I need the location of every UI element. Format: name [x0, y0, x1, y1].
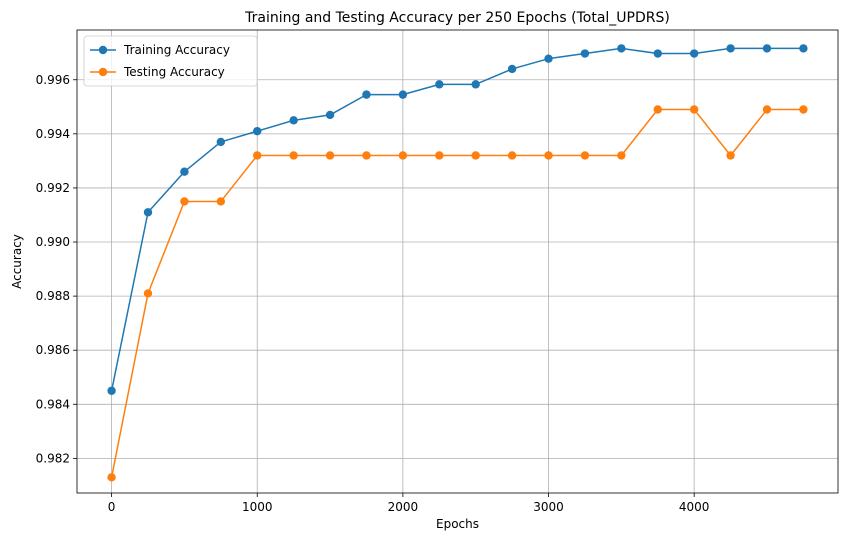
data-point [325, 151, 335, 160]
y-tick-label: 0.990 [36, 235, 70, 249]
series-1 [107, 105, 808, 482]
data-point [726, 151, 735, 160]
legend: Training Accuracy Testing Accuracy [83, 35, 258, 87]
data-point [289, 151, 298, 160]
grid [77, 30, 838, 493]
data-point [435, 80, 444, 89]
data-point [398, 90, 408, 99]
data-point [653, 49, 662, 58]
data-point [107, 473, 116, 482]
legend-label: Testing Accuracy [123, 65, 225, 79]
data-point [362, 90, 371, 99]
y-axis-label: Accuracy [10, 234, 24, 289]
y-tick-label: 0.996 [36, 73, 70, 87]
x-tick-label: 2000 [388, 500, 419, 514]
data-point [689, 105, 699, 114]
series-line [110, 108, 804, 478]
data-point [544, 151, 553, 160]
ticks: 0 1000 2000 3000 4000 0.982 0.984 0.986 0.988 0.9… [36, 73, 710, 514]
x-tick-label: 0 [108, 500, 116, 514]
y-tick-label: 0.994 [36, 127, 70, 141]
data-point [435, 151, 444, 160]
x-tick-label: 1000 [242, 500, 273, 514]
data-point [762, 44, 772, 53]
data-point [544, 54, 553, 63]
data-point [507, 64, 517, 74]
data-point [180, 197, 189, 206]
data-point [653, 105, 662, 114]
legend-marker [98, 45, 108, 55]
legend-item: Testing Accuracy [90, 65, 225, 79]
y-tick-label: 0.988 [36, 289, 70, 303]
plot-frame [76, 29, 839, 494]
data-point [799, 44, 808, 53]
data-point [216, 197, 226, 206]
data-point [216, 137, 226, 147]
y-tick-label: 0.982 [36, 451, 70, 465]
data-point [325, 110, 335, 120]
chart-title: Training and Testing Accuracy per 250 Ep… [244, 10, 670, 26]
data-point [617, 44, 626, 53]
data-point [362, 151, 371, 160]
data-point [580, 49, 590, 58]
data-point [471, 151, 480, 160]
data-point [507, 151, 517, 160]
data-point [143, 289, 153, 298]
data-point [471, 80, 480, 89]
data-point [726, 44, 735, 53]
legend-box [83, 35, 258, 87]
x-tick-label: 4000 [679, 500, 710, 514]
x-axis-label: Epochs [436, 517, 479, 531]
series-layer [107, 44, 808, 482]
data-point [580, 151, 590, 160]
series-0 [107, 44, 808, 395]
data-point [253, 151, 262, 160]
data-point [398, 151, 408, 160]
data-point [253, 126, 262, 136]
legend-label: Training Accuracy [123, 43, 230, 57]
x-tick-label: 3000 [533, 500, 564, 514]
legend-item: Training Accuracy [90, 43, 230, 57]
y-tick-label: 0.992 [36, 181, 70, 195]
legend-marker [98, 67, 108, 77]
data-point [289, 116, 298, 125]
data-point [762, 105, 772, 114]
y-tick-label: 0.984 [36, 397, 70, 411]
data-point [107, 386, 116, 395]
y-tick-label: 0.986 [36, 343, 70, 357]
series-line [110, 47, 804, 391]
data-point [143, 208, 153, 217]
data-point [180, 167, 189, 176]
data-point [617, 151, 626, 160]
data-point [799, 105, 808, 114]
data-point [689, 49, 699, 58]
